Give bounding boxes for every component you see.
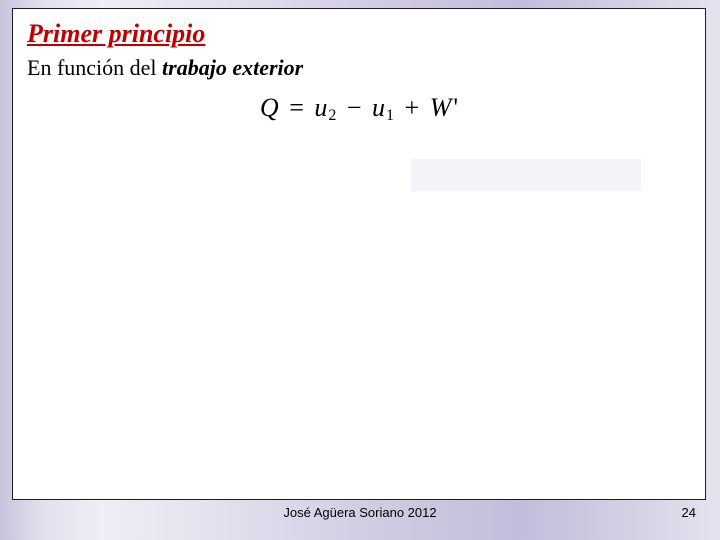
eq-equals: = [285,93,308,122]
eq-plus: + [401,93,424,122]
footer: José Agüera Soriano 2012 24 [0,505,720,529]
equation: Q = u2 − u1 + W' [13,93,705,125]
slide-subline: En función del trabajo exterior [27,55,303,81]
subline-prefix: En función del [27,55,162,80]
slide-heading: Primer principio [27,19,205,49]
eq-prime: ' [451,93,458,122]
footer-page-number: 24 [682,505,696,520]
subline-emph: trabajo exterior [162,55,303,80]
eq-u2-u: u [314,93,327,122]
eq-minus: − [343,93,366,122]
highlight-strip [411,159,641,191]
eq-u1-sub: 1 [385,107,394,124]
footer-author: José Agüera Soriano 2012 [0,505,720,520]
content-box: Primer principio En función del trabajo … [12,8,706,500]
eq-u2-sub: 2 [327,107,336,124]
eq-Q: Q [260,93,279,122]
eq-u1-u: u [372,93,385,122]
eq-W: W [430,93,452,122]
